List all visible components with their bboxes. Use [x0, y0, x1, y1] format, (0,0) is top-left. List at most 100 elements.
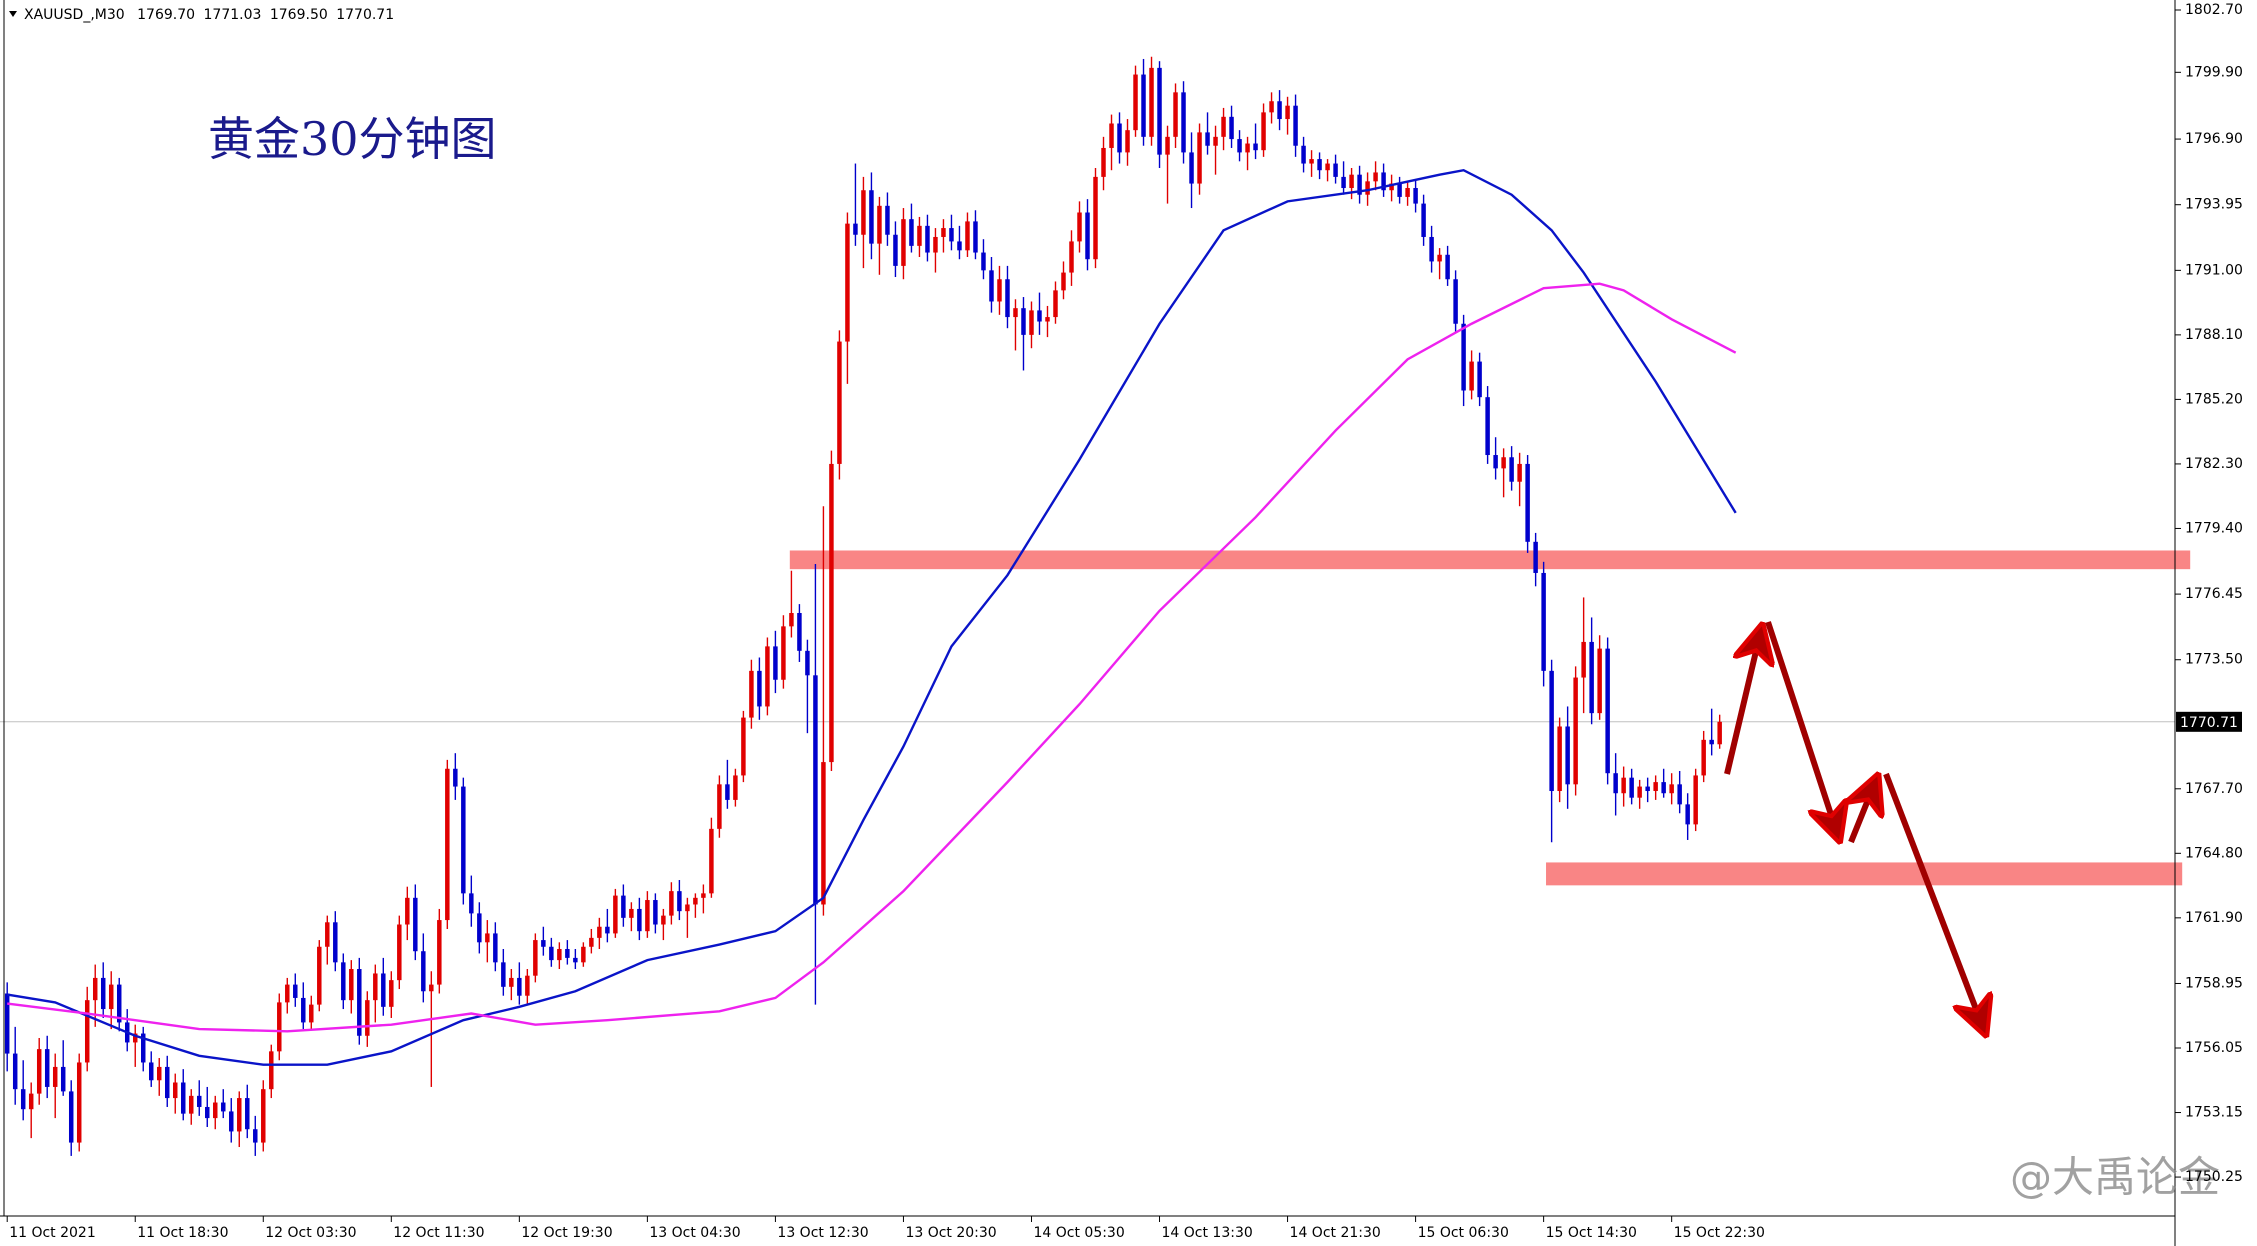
candle-body — [108, 984, 114, 1010]
candle-body — [805, 650, 810, 676]
candle-body — [477, 913, 482, 943]
candle-body — [285, 984, 290, 1003]
candle-body — [1093, 176, 1098, 260]
candle-body — [1445, 254, 1450, 280]
candle-body — [132, 1033, 138, 1043]
candle-body — [349, 969, 354, 1001]
candle-body — [997, 279, 1002, 302]
candle-body — [140, 1033, 146, 1063]
candle-body — [437, 920, 442, 985]
x-tick-label: 12 Oct 03:30 — [265, 1225, 356, 1241]
candle-body — [1109, 123, 1114, 148]
candle-body — [669, 891, 674, 916]
x-tick-label: 12 Oct 19:30 — [521, 1225, 612, 1241]
candle-body — [1365, 181, 1370, 195]
candle-body — [1517, 463, 1522, 482]
candle-body — [1053, 290, 1058, 318]
candle-body — [229, 1111, 234, 1132]
candle-body — [1149, 67, 1154, 137]
candle-body — [44, 1049, 50, 1087]
candle-body — [1045, 317, 1050, 322]
candle-body — [1661, 782, 1666, 794]
candle-body — [52, 1066, 58, 1087]
x-tick-label: 14 Oct 13:30 — [1162, 1225, 1253, 1241]
candle-body — [357, 969, 362, 1036]
watermark: @大禹论金 — [2010, 1153, 2220, 1202]
candle-body — [1029, 310, 1034, 335]
candle-body — [1061, 272, 1066, 291]
x-tick-label: 11 Oct 2021 — [9, 1225, 96, 1241]
candle-body — [1253, 143, 1258, 151]
candle-body — [1213, 136, 1218, 146]
candle-body — [1245, 143, 1250, 153]
candle-body — [925, 225, 930, 253]
x-tick-label: 15 Oct 06:30 — [1418, 1225, 1509, 1241]
candle-body — [197, 1095, 202, 1107]
candle-body — [1189, 152, 1194, 184]
candle-body — [1165, 136, 1170, 155]
candle-body — [1229, 116, 1234, 140]
y-tick-label: 1796.90 — [2185, 131, 2243, 147]
candle-body — [581, 946, 586, 963]
candle-body — [1021, 308, 1026, 335]
candle-body — [533, 940, 538, 976]
candle-body — [597, 926, 602, 938]
candle-body — [36, 1049, 42, 1094]
x-tick-label: 13 Oct 12:30 — [777, 1225, 868, 1241]
candle-body — [421, 951, 426, 992]
candle-body — [1701, 739, 1706, 776]
candle-body — [1317, 159, 1322, 171]
x-tick-label: 13 Oct 20:30 — [905, 1225, 996, 1241]
candle-body — [701, 893, 706, 898]
chart-title: 黄金30分钟图 — [208, 112, 497, 166]
y-tick-label: 1785.20 — [2185, 391, 2243, 407]
candle-body — [677, 891, 682, 912]
candle-body — [1133, 74, 1138, 131]
moving-average — [7, 282, 1737, 1033]
arrow — [1724, 630, 1761, 775]
candle-body — [1549, 670, 1554, 792]
candle-body — [445, 768, 450, 921]
x-tick-label: 12 Oct 11:30 — [393, 1225, 484, 1241]
candle-body — [269, 1051, 274, 1090]
candle-body — [237, 1098, 242, 1132]
candle-body — [741, 717, 746, 776]
candle-body — [1085, 212, 1090, 260]
price-zone — [1546, 862, 2183, 886]
y-tick-label: 1756.05 — [2185, 1040, 2243, 1056]
candle-body — [725, 784, 730, 800]
candle-body — [1525, 463, 1530, 542]
moving-average — [7, 168, 1737, 1066]
candle-body — [325, 922, 330, 947]
candle-body — [1461, 323, 1466, 391]
symbol: XAUUSD_,M30 — [24, 7, 125, 23]
candle-body — [485, 933, 490, 943]
candle-body — [84, 1000, 90, 1063]
candle-body — [277, 1002, 282, 1052]
candle-body — [60, 1066, 66, 1092]
candle-body — [1381, 172, 1386, 191]
candle-body — [1605, 648, 1610, 774]
candle-body — [1013, 308, 1018, 318]
candle-body — [1685, 804, 1690, 825]
candle-body — [1325, 163, 1330, 171]
candle-body — [1037, 310, 1042, 322]
candle-body — [1581, 641, 1586, 678]
candle-body — [1653, 782, 1658, 792]
candle-body — [837, 341, 842, 464]
arrow — [1765, 621, 1838, 836]
candle-body — [149, 1062, 154, 1081]
candle-body — [629, 908, 634, 918]
candle-body — [773, 646, 778, 680]
plot-area — [0, 56, 2191, 1156]
candle-body — [341, 962, 346, 1001]
candle-body — [116, 984, 122, 1023]
candle-body — [1293, 105, 1298, 146]
candle-body — [1573, 677, 1578, 785]
candle-body — [28, 1093, 34, 1110]
candle-body — [1349, 174, 1354, 189]
candle-body — [885, 205, 890, 235]
candle-body — [293, 984, 298, 998]
candle-body — [1613, 773, 1618, 794]
